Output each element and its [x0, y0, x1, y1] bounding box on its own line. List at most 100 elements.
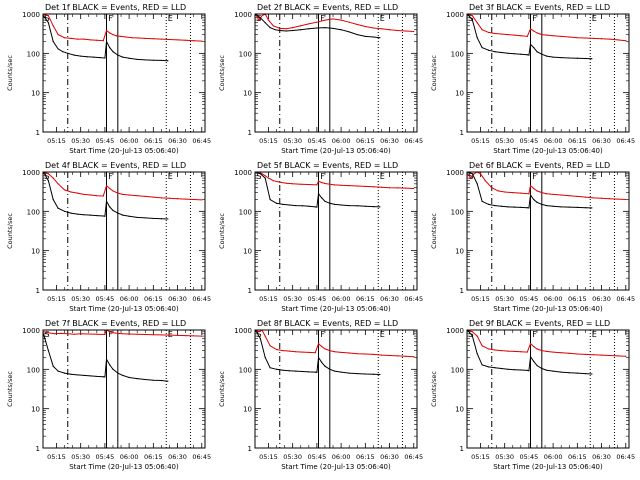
lld-series-point: [487, 348, 490, 350]
plot-frame: [254, 171, 418, 291]
plot-frame: [466, 13, 630, 133]
events-series-point: [372, 373, 375, 375]
lld-series-point: [105, 29, 108, 32]
events-series-point: [317, 193, 320, 195]
lld-series-point: [102, 40, 104, 42]
events-series-point: [324, 27, 326, 29]
events-series-point: [167, 218, 169, 220]
y-tick-label: 100: [27, 50, 40, 58]
chart-panel: Det 9f BLACK = Events, RED = LLD Counts/s…: [430, 319, 635, 471]
lld-series-point: [513, 34, 515, 36]
lld-series-point: [160, 334, 163, 336]
lld-series-point: [301, 351, 303, 353]
lld-series-point: [47, 173, 49, 175]
events-series-point: [476, 353, 478, 355]
y-tick-label: 100: [451, 208, 464, 216]
events-series-point: [63, 372, 66, 374]
x-tick-label: 06:15: [356, 453, 375, 461]
events-series-point: [316, 371, 318, 373]
events-series-point: [105, 40, 108, 43]
x-tick-label: 06:15: [144, 453, 163, 461]
events-series-point: [70, 212, 72, 214]
lld-series-point: [541, 349, 543, 352]
events-series-point: [63, 210, 66, 212]
y-axis-label: Counts/sec: [218, 213, 226, 249]
lld-series-point: [600, 38, 603, 40]
events-series-point: [528, 370, 530, 372]
plot-frame: [42, 13, 206, 133]
lld-series-point: [152, 196, 154, 198]
events-series-point: [308, 205, 310, 207]
events-series-point: [533, 360, 535, 362]
events-series-point: [109, 206, 111, 208]
events-series-point: [507, 52, 509, 54]
y-tick-label: 10: [455, 406, 464, 414]
lld-series-point: [364, 185, 366, 188]
lld-series-point: [471, 331, 473, 333]
lld-series-point: [507, 33, 509, 36]
events-series-point: [536, 51, 538, 53]
lld-series-point: [102, 195, 104, 197]
x-tick-label: 06:15: [144, 137, 163, 145]
events-series-point: [136, 58, 138, 61]
lld-series-point: [144, 37, 146, 39]
x-tick-label: 06:30: [380, 295, 399, 303]
events-series-point: [269, 198, 271, 201]
lld-series-point: [117, 332, 119, 334]
lld-series-point: [546, 34, 548, 36]
events-series-point: [264, 356, 266, 359]
events-series-point: [92, 56, 95, 58]
x-axis-label: Start Time (20-Jul-13 05:06:40): [69, 463, 179, 471]
events-series-point: [128, 215, 130, 217]
x-tick-label: 06:45: [192, 295, 211, 303]
x-tick-label: 06:00: [120, 137, 139, 145]
y-tick-label: 1: [36, 445, 40, 453]
marker-f: F: [532, 172, 537, 181]
chart-panel: Det 3f BLACK = Events, RED = LLD Counts/s…: [430, 3, 635, 155]
chart-title: Det 2f BLACK = Events, RED = LLD: [257, 3, 398, 12]
x-tick-label: 05:30: [283, 295, 302, 303]
events-series-point: [122, 374, 124, 377]
x-axis-label: Start Time (20-Jul-13 05:06:40): [493, 305, 603, 313]
events-series-point: [324, 365, 326, 367]
lld-series-point: [476, 335, 478, 337]
lld-series-point: [332, 18, 334, 20]
x-tick-label: 06:45: [192, 453, 211, 461]
y-tick-label: 1: [460, 129, 464, 137]
x-tick-label: 05:45: [308, 295, 327, 303]
events-series-point: [80, 55, 82, 57]
plot-frame: [466, 329, 630, 449]
chart-panel: Det 8f BLACK = Events, RED = LLD Counts/s…: [218, 319, 423, 471]
lld-series-point: [144, 195, 146, 197]
lld-series-point: [529, 185, 532, 187]
lld-series-point: [617, 355, 619, 357]
y-tick-label: 100: [27, 208, 40, 216]
events-series-point: [546, 55, 548, 57]
events-series-point: [274, 29, 276, 31]
lld-series-point: [512, 191, 514, 194]
x-tick-label: 05:45: [308, 137, 327, 145]
events-series-point: [529, 43, 532, 45]
lld-series-point: [288, 350, 291, 352]
events-series-point: [526, 207, 528, 209]
lld-series-point: [560, 194, 562, 196]
lld-series-point: [285, 28, 287, 30]
events-series-point: [52, 40, 54, 43]
marker-e: E: [168, 14, 173, 23]
x-tick-label: 05:15: [259, 453, 278, 461]
events-series-line: [467, 14, 592, 60]
events-series-point: [70, 373, 72, 375]
y-tick-label: 1: [248, 445, 252, 453]
x-tick-label: 06:00: [332, 137, 351, 145]
lld-series-point: [80, 333, 82, 335]
events-series-point: [476, 37, 478, 39]
lld-series-point: [168, 197, 171, 199]
lld-series-point: [300, 25, 302, 27]
lld-series-point: [57, 33, 59, 36]
lld-series-point: [536, 190, 538, 192]
events-series-point: [536, 201, 538, 203]
y-tick-label: 100: [239, 208, 252, 216]
marker-e: E: [592, 330, 597, 339]
lld-series-point: [470, 177, 472, 179]
events-series-point: [152, 59, 154, 61]
